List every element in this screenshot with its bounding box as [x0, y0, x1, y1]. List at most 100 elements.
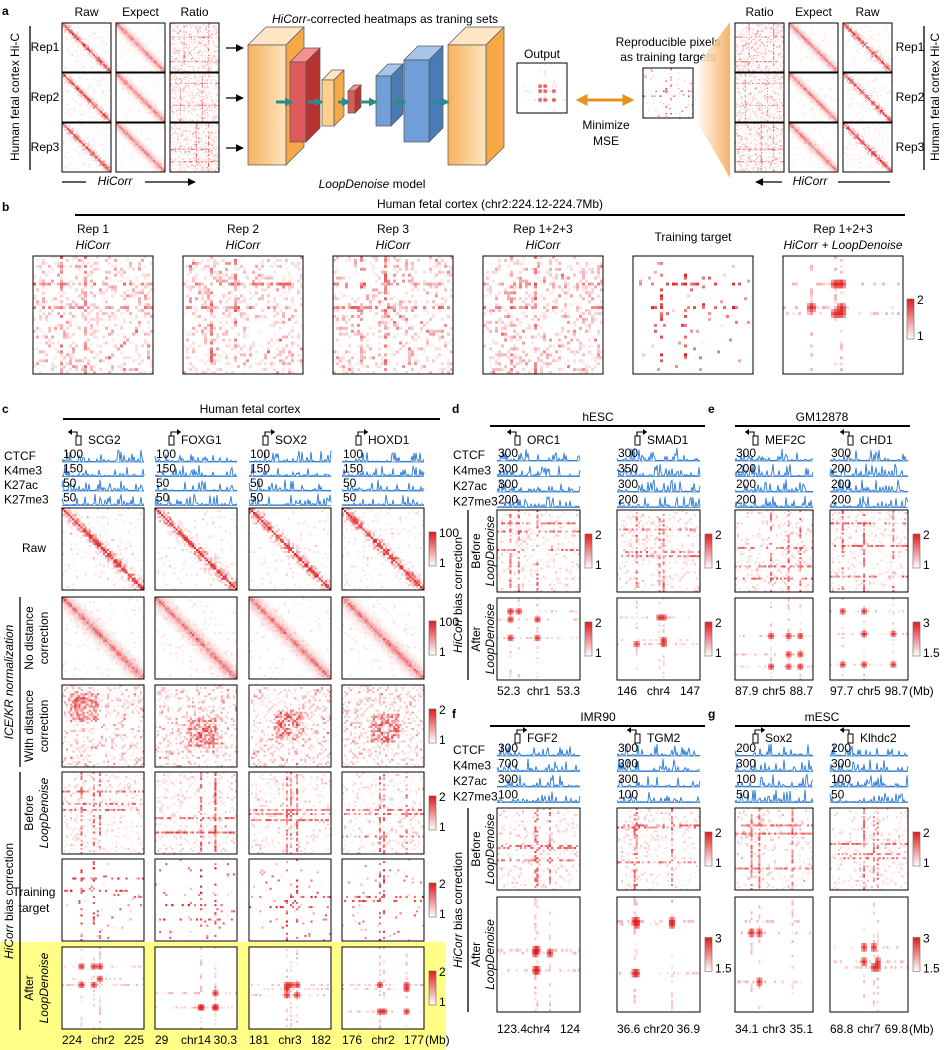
pixel: [128, 29, 129, 30]
pixel: [126, 35, 127, 36]
pixel: [154, 57, 155, 58]
pixel: [159, 51, 160, 52]
pixel: [127, 39, 128, 40]
pixel: [94, 56, 95, 57]
pixel: [148, 46, 149, 47]
pixel: [150, 57, 151, 58]
pixel: [102, 67, 103, 68]
pixel: [91, 62, 92, 63]
pixel: [172, 50, 173, 51]
pixel: [130, 34, 131, 35]
pixel: [78, 43, 79, 44]
pixel: [152, 63, 153, 64]
pixel: [161, 56, 162, 57]
pixel: [163, 63, 164, 64]
pixel: [160, 60, 161, 61]
pixel: [127, 38, 128, 39]
pixel: [154, 68, 155, 69]
pixel: [134, 37, 135, 38]
pixel: [180, 55, 181, 56]
pixel: [156, 68, 157, 69]
pixel: [149, 49, 150, 50]
pixel: [148, 59, 149, 60]
pixel: [82, 43, 83, 44]
pixel: [91, 50, 92, 51]
pixel: [147, 44, 148, 45]
pixel: [101, 61, 102, 62]
pixel: [125, 24, 126, 25]
pixel: [134, 44, 135, 45]
pixel: [132, 39, 133, 40]
pixel: [152, 66, 153, 67]
pixel: [132, 41, 133, 42]
pixel: [145, 59, 146, 60]
pixel: [142, 51, 143, 52]
pixel: [120, 29, 121, 30]
pixel: [67, 27, 68, 28]
pixel: [125, 39, 126, 40]
pixel: [102, 32, 103, 33]
pixel: [144, 44, 145, 45]
pixel: [199, 51, 200, 52]
pixel: [106, 41, 107, 42]
pixel: [76, 39, 77, 40]
pixel: [202, 33, 203, 34]
pixel: [206, 65, 207, 66]
pixel: [68, 25, 69, 26]
pixel: [122, 35, 123, 36]
pixel: [153, 70, 154, 71]
pixel: [101, 66, 102, 67]
pixel: [84, 48, 85, 49]
pixel: [90, 46, 91, 47]
pixel: [120, 35, 121, 36]
pixel: [154, 54, 155, 55]
pixel: [149, 65, 150, 66]
pixel: [96, 60, 97, 61]
pixel: [120, 56, 121, 57]
pixel: [79, 40, 80, 41]
pixel: [133, 43, 134, 44]
pixel: [128, 28, 129, 29]
pixel: [133, 33, 134, 34]
pixel: [79, 63, 80, 64]
pixel: [141, 54, 142, 55]
pixel: [150, 55, 151, 56]
pixel: [123, 30, 124, 31]
column-header: Ratio: [745, 5, 773, 19]
pixel: [209, 70, 210, 71]
pixel: [132, 37, 133, 38]
pixel: [66, 30, 67, 31]
pixel: [150, 50, 151, 51]
pixel: [212, 38, 213, 39]
pixel: [93, 50, 94, 51]
pixel: [145, 52, 146, 53]
pixel: [197, 25, 198, 26]
pixel: [193, 59, 194, 60]
pixel: [121, 24, 122, 25]
pixel: [145, 45, 146, 46]
pixel: [74, 39, 75, 40]
pixel: [148, 52, 149, 53]
pixel: [132, 50, 133, 51]
pixel: [98, 63, 99, 64]
pixel: [138, 56, 139, 57]
pixel: [141, 50, 142, 51]
pixel: [72, 52, 73, 53]
pixel: [93, 55, 94, 56]
pixel: [122, 63, 123, 64]
pixel: [161, 66, 162, 67]
pixel: [87, 48, 88, 49]
pixel: [131, 40, 132, 41]
pixel: [66, 54, 67, 55]
pixel: [155, 60, 156, 61]
pixel: [98, 62, 99, 63]
pixel: [120, 30, 121, 31]
pixel: [67, 28, 68, 29]
pixel: [145, 61, 146, 62]
pixel: [107, 63, 108, 64]
pixel: [123, 38, 124, 39]
pixel: [144, 49, 145, 50]
pixel: [191, 66, 192, 67]
pixel: [142, 57, 143, 58]
pixel: [163, 60, 164, 61]
